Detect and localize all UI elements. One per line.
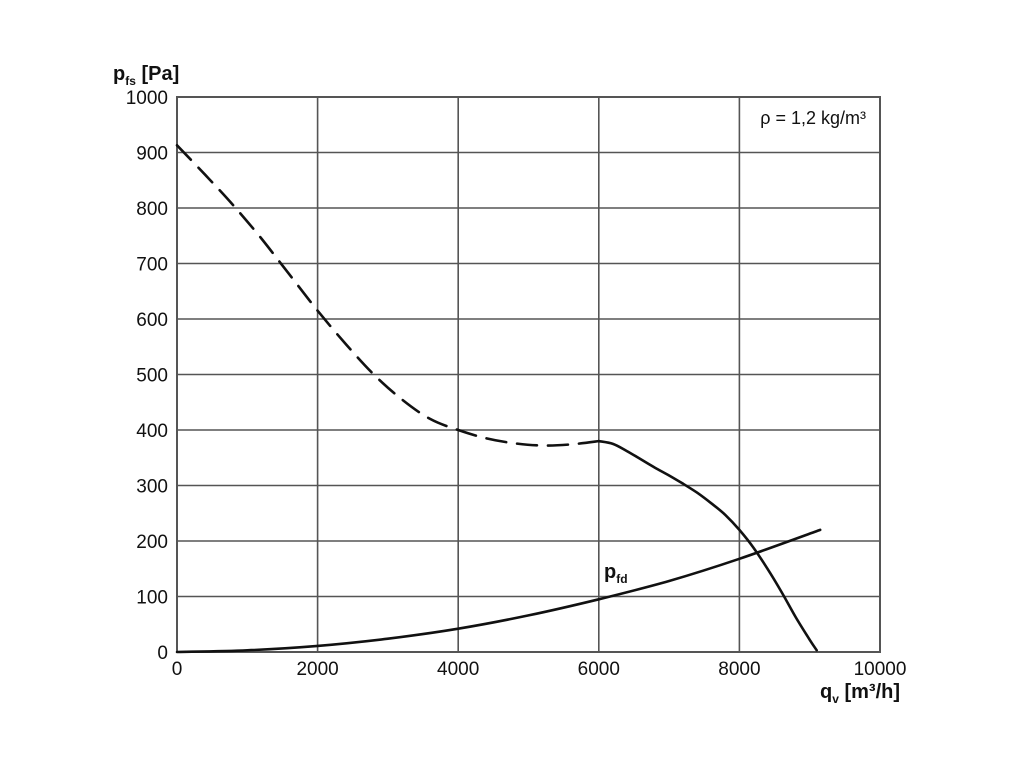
x-tick-label-5: 10000: [854, 659, 907, 680]
y-axis-title-base: p: [113, 63, 125, 85]
y-tick-label-2: 200: [136, 532, 168, 553]
y-tick-label-3: 300: [136, 477, 168, 498]
y-axis-title: pfs [Pa]: [113, 63, 179, 88]
y-tick-label-0: 0: [157, 643, 168, 664]
y-tick-label-6: 600: [136, 310, 168, 331]
y-tick-labels: 0 100 200 300 400 500 600 700 800 900 1000: [126, 88, 168, 664]
y-tick-label-10: 1000: [126, 88, 168, 109]
y-tick-label-5: 500: [136, 366, 168, 387]
x-tick-label-4: 8000: [718, 659, 760, 680]
x-axis-title-unit: [m³/h]: [839, 681, 900, 703]
pfs-curve-solid: [597, 439, 818, 652]
series-label-pfd: pfd: [604, 561, 628, 586]
x-axis-title: qv [m³/h]: [820, 681, 900, 706]
series-label-pfd-base: p: [604, 561, 616, 583]
y-tick-label-7: 700: [136, 255, 168, 276]
x-axis-title-base: q: [820, 681, 832, 703]
series-label-pfd-sub: fd: [616, 572, 627, 586]
y-axis-title-sub: fs: [125, 74, 136, 88]
y-tick-label-4: 400: [136, 421, 168, 442]
curves: [175, 144, 822, 654]
x-tick-label-0: 0: [172, 659, 183, 680]
x-axis-title-sub: v: [832, 692, 839, 706]
x-tick-labels: 0 2000 4000 6000 8000 10000: [172, 659, 907, 680]
x-tick-label-2: 4000: [437, 659, 479, 680]
grid: [176, 96, 881, 653]
y-axis-title-unit: [Pa]: [136, 63, 179, 85]
x-tick-label-1: 2000: [296, 659, 338, 680]
pfd-curve: [175, 528, 822, 654]
x-tick-label-3: 6000: [578, 659, 620, 680]
density-annotation: ρ = 1,2 kg/m³: [760, 108, 866, 128]
pfs-curve-dashed: [175, 144, 601, 447]
y-tick-label-1: 100: [136, 588, 168, 609]
plot-frame: [176, 96, 881, 653]
y-tick-label-8: 800: [136, 199, 168, 220]
y-tick-label-9: 900: [136, 144, 168, 165]
